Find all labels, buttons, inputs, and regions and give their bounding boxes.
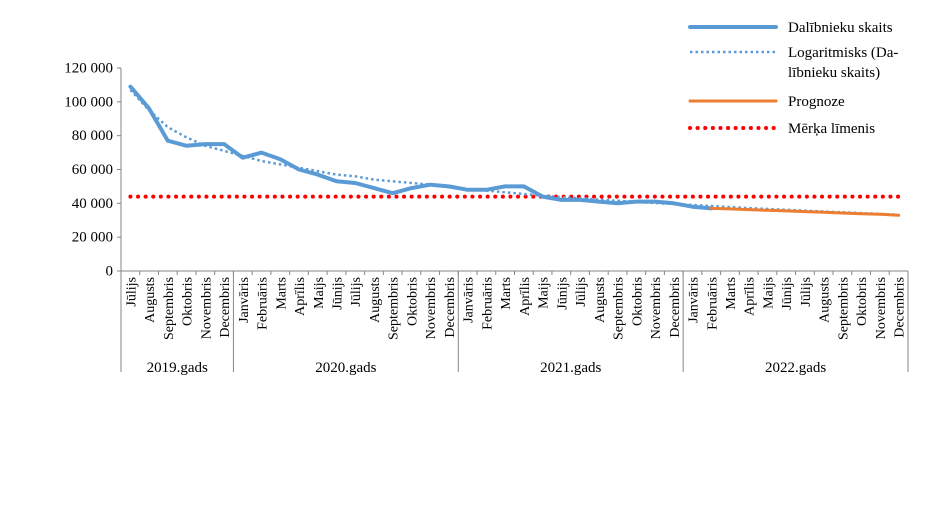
year-group-label: 2019.gads bbox=[147, 360, 208, 376]
x-tick-label: Maijs bbox=[312, 277, 327, 309]
x-tick-label: Oktobris bbox=[405, 277, 420, 326]
y-tick-label: 120 000 bbox=[64, 60, 113, 76]
x-tick-label: Oktobris bbox=[630, 277, 645, 326]
x-axis-ticks: Jūlijs Augusts Septembris Oktobris Novembris… bbox=[120, 271, 909, 340]
x-tick-label: Augusts bbox=[143, 277, 158, 323]
x-tick-label: Aprīlis bbox=[743, 277, 758, 316]
year-group-label: 2022.gads bbox=[765, 360, 826, 376]
year-group-label: 2020.gads bbox=[315, 360, 376, 376]
x-tick-label: Februāris bbox=[256, 277, 271, 330]
x-tick-label: Augusts bbox=[593, 277, 608, 323]
x-tick-label: Novembris bbox=[199, 277, 214, 339]
series-line-2 bbox=[709, 206, 901, 217]
x-tick-label: Septembris bbox=[162, 277, 177, 340]
series-line-0 bbox=[128, 84, 714, 211]
x-tick-label: Jūnijs bbox=[780, 277, 795, 310]
x-tick-label: Jūnijs bbox=[330, 277, 345, 310]
chart-legend: Dalībnieku skaits Logaritmisks (Da-lībnie… bbox=[688, 20, 898, 137]
y-tick-label: 0 bbox=[106, 263, 114, 279]
x-tick-label: Septembris bbox=[387, 277, 402, 340]
x-tick-label: Aprīlis bbox=[518, 277, 533, 316]
year-group-label: 2021.gads bbox=[540, 360, 601, 376]
x-tick-label: Jūlijs bbox=[124, 277, 139, 307]
x-tick-label: Novembris bbox=[424, 277, 439, 339]
y-tick-label: 20 000 bbox=[72, 230, 113, 246]
x-tick-label: Novembris bbox=[874, 277, 889, 339]
x-tick-label: Decembris bbox=[443, 277, 458, 338]
x-tick-label: Februāris bbox=[705, 277, 720, 330]
x-tick-label: Septembris bbox=[836, 277, 851, 340]
year-group-axis: 2019.gads 2020.gads 2021.gads 2022.gads bbox=[120, 271, 909, 376]
legend-label: Logaritmisks (Da- bbox=[788, 45, 898, 61]
x-tick-label: Decembris bbox=[893, 277, 908, 338]
x-tick-label: Februāris bbox=[480, 277, 495, 330]
x-tick-label: Augusts bbox=[368, 277, 383, 323]
x-tick-label: Septembris bbox=[612, 277, 627, 340]
legend-label: Prognoze bbox=[788, 94, 845, 110]
x-tick-label: Marts bbox=[724, 277, 739, 310]
x-tick-label: Augusts bbox=[818, 277, 833, 323]
x-tick-label: Oktobris bbox=[181, 277, 196, 326]
x-tick-label: Jūlijs bbox=[799, 277, 814, 307]
y-tick-label: 40 000 bbox=[72, 196, 113, 212]
y-tick-label: 80 000 bbox=[72, 128, 113, 144]
x-tick-label: Jūlijs bbox=[349, 277, 364, 307]
x-tick-label: Decembris bbox=[668, 277, 683, 338]
x-tick-label: Novembris bbox=[649, 277, 664, 339]
y-tick-label: 60 000 bbox=[72, 162, 113, 178]
x-tick-label: Marts bbox=[499, 277, 514, 310]
series-line-1 bbox=[129, 89, 899, 217]
y-axis-ticks: 0 20 000 40 000 60 000 80 000 100 000 120 000 bbox=[64, 60, 121, 279]
chart-series bbox=[128, 84, 901, 217]
x-tick-label: Aprīlis bbox=[293, 277, 308, 316]
legend-label: lībnieku skaits) bbox=[788, 65, 880, 81]
x-tick-label: Janvāris bbox=[462, 277, 477, 323]
x-tick-label: Marts bbox=[274, 277, 289, 310]
x-tick-label: Decembris bbox=[218, 277, 233, 338]
x-tick-label: Jūnijs bbox=[555, 277, 570, 310]
x-tick-label: Maijs bbox=[761, 277, 776, 309]
legend-label: Mērķa līmenis bbox=[788, 121, 875, 137]
x-tick-label: Oktobris bbox=[855, 277, 870, 326]
x-tick-label: Maijs bbox=[537, 277, 552, 309]
y-tick-label: 100 000 bbox=[64, 94, 113, 110]
x-tick-label: Janvāris bbox=[687, 277, 702, 323]
legend-label: Dalībnieku skaits bbox=[788, 20, 893, 36]
x-tick-label: Jūlijs bbox=[574, 277, 589, 307]
x-tick-label: Janvāris bbox=[237, 277, 252, 323]
